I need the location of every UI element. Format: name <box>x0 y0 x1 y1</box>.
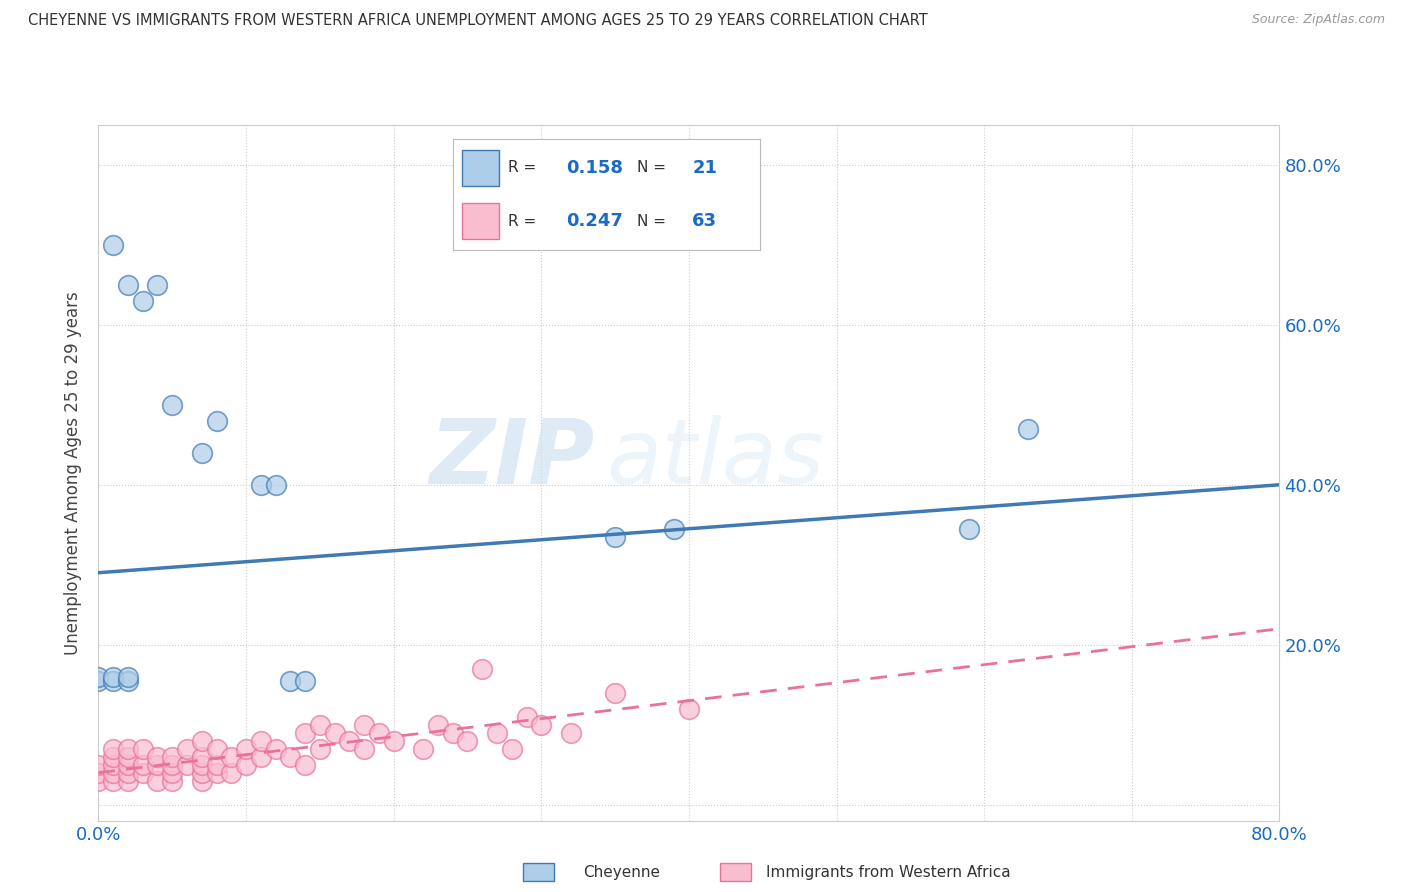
Point <box>117 749 139 764</box>
Point <box>205 757 228 772</box>
Point <box>162 757 183 772</box>
Point <box>191 757 214 772</box>
Point <box>219 749 242 764</box>
Point <box>368 725 391 739</box>
Point <box>103 773 125 788</box>
Point <box>515 709 537 723</box>
Point <box>162 765 183 780</box>
Point <box>278 749 302 764</box>
Point <box>205 765 228 780</box>
Point <box>382 733 405 747</box>
Point <box>146 773 169 788</box>
Point <box>471 662 494 676</box>
Point <box>605 530 627 544</box>
Point <box>117 757 139 772</box>
Point <box>132 765 155 780</box>
Text: Immigrants from Western Africa: Immigrants from Western Africa <box>766 865 1011 880</box>
Point <box>560 725 582 739</box>
Point <box>191 765 214 780</box>
Bar <box>523 863 554 881</box>
Point <box>103 741 125 756</box>
Point <box>146 277 169 292</box>
Point <box>87 673 110 688</box>
Point <box>117 741 139 756</box>
Point <box>117 773 139 788</box>
Point <box>353 741 375 756</box>
Point <box>309 741 332 756</box>
Point <box>456 733 478 747</box>
Point <box>162 398 183 412</box>
Point <box>664 522 686 536</box>
Point <box>103 237 125 252</box>
Point <box>250 733 273 747</box>
Text: Source: ZipAtlas.com: Source: ZipAtlas.com <box>1251 13 1385 27</box>
Point <box>205 741 228 756</box>
Point <box>191 733 214 747</box>
Point <box>501 741 523 756</box>
Point <box>176 741 198 756</box>
Point <box>441 725 464 739</box>
Text: atlas: atlas <box>606 415 824 503</box>
Point <box>146 757 169 772</box>
Point <box>117 765 139 780</box>
Point <box>162 749 183 764</box>
Point <box>205 414 228 428</box>
Point <box>339 733 360 747</box>
Point <box>87 670 110 684</box>
Point <box>264 741 287 756</box>
Point <box>486 725 509 739</box>
Point <box>294 673 316 688</box>
Point <box>353 717 375 731</box>
Point <box>87 765 110 780</box>
Point <box>146 749 169 764</box>
Point <box>191 773 214 788</box>
Point <box>323 725 346 739</box>
Point <box>235 757 257 772</box>
Point <box>162 773 183 788</box>
Point <box>87 773 110 788</box>
Point <box>605 686 627 700</box>
Point <box>427 717 450 731</box>
Point <box>132 741 155 756</box>
Point <box>103 749 125 764</box>
Point <box>530 717 553 731</box>
Point <box>412 741 434 756</box>
Point <box>250 477 273 491</box>
Point <box>176 757 198 772</box>
Point <box>117 670 139 684</box>
Text: CHEYENNE VS IMMIGRANTS FROM WESTERN AFRICA UNEMPLOYMENT AMONG AGES 25 TO 29 YEAR: CHEYENNE VS IMMIGRANTS FROM WESTERN AFRI… <box>28 13 928 29</box>
Text: ZIP: ZIP <box>429 415 595 503</box>
Point <box>959 522 981 536</box>
Point <box>132 757 155 772</box>
Point <box>191 749 214 764</box>
Point <box>219 765 242 780</box>
Point <box>235 741 257 756</box>
Bar <box>720 863 751 881</box>
Y-axis label: Unemployment Among Ages 25 to 29 years: Unemployment Among Ages 25 to 29 years <box>65 291 83 655</box>
Point <box>191 446 214 460</box>
Point <box>309 717 332 731</box>
Point <box>278 673 302 688</box>
Point <box>117 277 139 292</box>
Point <box>678 701 700 715</box>
Point <box>250 749 273 764</box>
Point <box>294 725 316 739</box>
Point <box>132 293 155 308</box>
Text: Cheyenne: Cheyenne <box>583 865 661 880</box>
Point <box>103 670 125 684</box>
Point <box>103 673 125 688</box>
Point <box>103 757 125 772</box>
Point <box>1017 422 1039 436</box>
Point <box>103 765 125 780</box>
Point <box>264 477 287 491</box>
Point <box>294 757 316 772</box>
Point <box>87 757 110 772</box>
Point <box>117 673 139 688</box>
